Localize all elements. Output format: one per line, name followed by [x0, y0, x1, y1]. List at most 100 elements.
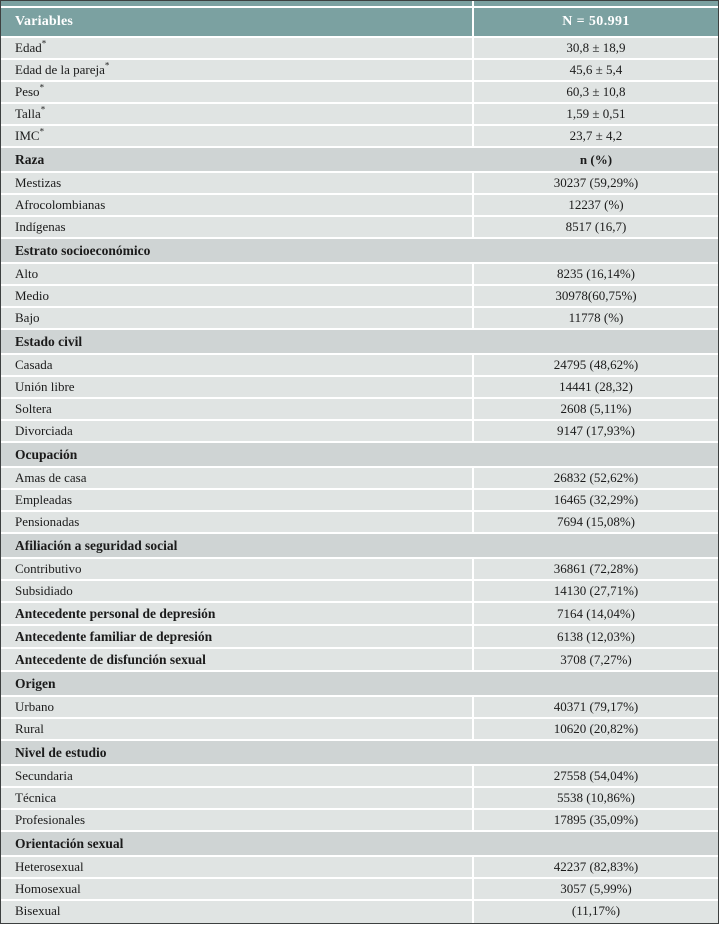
- top-border-left-segment: [1, 1, 474, 6]
- row-value: 9147 (17,93%): [557, 423, 635, 438]
- row-label-text: Ocupación: [15, 447, 78, 462]
- table-row: Casada 24795 (48,62%): [1, 355, 718, 377]
- row-label-text: Afiliación a seguridad social: [15, 538, 178, 553]
- row-value: 1,59 ± 0,51: [566, 106, 626, 121]
- header-n-cell: N = 50.991: [562, 14, 630, 29]
- row-label: Heterosexual: [1, 857, 474, 877]
- row-value: 14130 (27,71%): [553, 583, 639, 598]
- row-label: Bisexual: [1, 901, 474, 923]
- row-label-text: Afrocolombianas: [15, 197, 106, 212]
- section-row: Estado civil: [1, 330, 718, 355]
- row-value: 17895 (35,09%): [553, 812, 639, 827]
- table-row: Peso* 60,3 ± 10,8: [1, 82, 718, 104]
- row-label: Medio: [1, 286, 474, 306]
- table-row: Edad de la pareja* 45,6 ± 5,4: [1, 60, 718, 82]
- row-label: Pensionadas: [1, 512, 474, 532]
- table-rows: Edad* 30,8 ± 18,9 Edad de la pareja* 45,…: [1, 38, 718, 923]
- row-label-text: Peso: [15, 84, 40, 99]
- row-value: 11778 (%): [568, 310, 624, 325]
- section-row: Ocupación: [1, 443, 718, 468]
- row-label-text: Antecedente personal de depresión: [15, 606, 216, 621]
- row-label: Amas de casa: [1, 468, 474, 488]
- table-row: Indígenas 8517 (16,7): [1, 217, 718, 239]
- row-label: Divorciada: [1, 421, 474, 441]
- row-label-asterisk: *: [39, 82, 45, 93]
- row-label: IMC*: [1, 126, 474, 146]
- row-label-text: Orientación sexual: [15, 836, 124, 851]
- row-label: Indígenas: [1, 217, 474, 237]
- row-value: 3057 (5,99%): [560, 881, 632, 896]
- table-row: Unión libre 14441 (28,32): [1, 377, 718, 399]
- row-value: 7164 (14,04%): [557, 606, 635, 621]
- row-label-text: Estado civil: [15, 334, 83, 349]
- row-label-asterisk: *: [104, 60, 110, 71]
- row-value: 40371 (79,17%): [553, 699, 639, 714]
- table-row: Profesionales 17895 (35,09%): [1, 810, 718, 832]
- table-header-row: Variables N = 50.991: [1, 8, 718, 38]
- table-row: Secundaria 27558 (54,04%): [1, 766, 718, 788]
- row-value: 30978(60,75%): [555, 288, 637, 303]
- row-label: Origen: [1, 672, 474, 695]
- row-label: Ocupación: [1, 443, 474, 466]
- row-label: Peso*: [1, 82, 474, 102]
- row-value: [474, 672, 718, 695]
- row-value: 7694 (15,08%): [557, 514, 635, 529]
- row-label-asterisk: *: [40, 104, 46, 115]
- row-label: Antecedente familiar de depresión: [1, 626, 474, 647]
- row-label-text: Casada: [15, 357, 53, 372]
- row-value: [474, 534, 718, 557]
- row-value: 16465 (32,29%): [553, 492, 639, 507]
- row-label: Subsidiado: [1, 581, 474, 601]
- row-label: Antecedente personal de depresión: [1, 603, 474, 624]
- row-label: Técnica: [1, 788, 474, 808]
- row-label-text: Origen: [15, 676, 56, 691]
- table-top-border: [1, 1, 718, 8]
- row-value: 2608 (5,11%): [560, 401, 632, 416]
- row-label: Alto: [1, 264, 474, 284]
- row-value: 27558 (54,04%): [553, 768, 639, 783]
- table-row: Empleadas 16465 (32,29%): [1, 490, 718, 512]
- table-row: Rural 10620 (20,82%): [1, 719, 718, 741]
- row-value: 12237 (%): [568, 197, 624, 212]
- section-row: Nivel de estudio: [1, 741, 718, 766]
- row-label: Afrocolombianas: [1, 195, 474, 215]
- bold-stat-row: Antecedente personal de depresión 7164 (…: [1, 603, 718, 626]
- row-value: 8235 (16,14%): [557, 266, 635, 281]
- row-label-text: Empleadas: [15, 492, 73, 507]
- row-label: Secundaria: [1, 766, 474, 786]
- section-row: Estrato socioeconómico: [1, 239, 718, 264]
- row-label: Estrato socioeconómico: [1, 239, 474, 262]
- row-label-text: Urbano: [15, 699, 54, 714]
- row-label-text: Técnica: [15, 790, 57, 805]
- row-label-text: Pensionadas: [15, 514, 80, 529]
- row-value: 5538 (10,86%): [557, 790, 635, 805]
- row-label: Edad de la pareja*: [1, 60, 474, 80]
- row-value: 10620 (20,82%): [553, 721, 639, 736]
- row-label: Estado civil: [1, 330, 474, 353]
- table-row: Edad* 30,8 ± 18,9: [1, 38, 718, 60]
- row-label: Urbano: [1, 697, 474, 717]
- row-label-text: Medio: [15, 288, 49, 303]
- row-label-text: Mestizas: [15, 175, 62, 190]
- row-label: Homosexual: [1, 879, 474, 899]
- row-label-text: Secundaria: [15, 768, 73, 783]
- row-label-text: Talla: [15, 106, 41, 121]
- row-value: (11,17%): [571, 903, 621, 918]
- row-label-text: Edad: [15, 40, 42, 55]
- table-row: Heterosexual 42237 (82,83%): [1, 857, 718, 879]
- section-row: Orientación sexual: [1, 832, 718, 857]
- row-label-text: IMC: [15, 128, 40, 143]
- row-label-text: Estrato socioeconómico: [15, 243, 151, 258]
- row-label: Mestizas: [1, 173, 474, 193]
- row-label-text: Bajo: [15, 310, 40, 325]
- row-label-text: Subsidiado: [15, 583, 73, 598]
- row-label: Talla*: [1, 104, 474, 124]
- row-label-text: Heterosexual: [15, 859, 84, 874]
- row-value: 30,8 ± 18,9: [566, 40, 626, 55]
- table-row: Técnica 5538 (10,86%): [1, 788, 718, 810]
- row-label-text: Raza: [15, 152, 45, 167]
- table-row: Pensionadas 7694 (15,08%): [1, 512, 718, 534]
- row-value: 14441 (28,32): [559, 379, 633, 394]
- row-label: Orientación sexual: [1, 832, 474, 855]
